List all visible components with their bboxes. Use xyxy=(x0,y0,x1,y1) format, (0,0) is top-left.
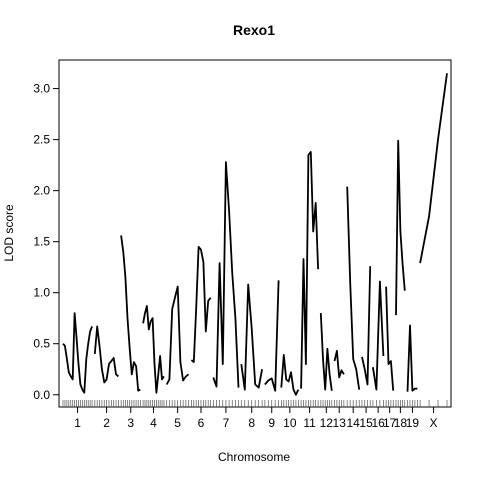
lod-curve-chr-8 xyxy=(240,283,263,391)
y-tick-label: 1.0 xyxy=(33,286,50,300)
x-tick-label: 16 xyxy=(371,416,385,430)
x-tick-label: 6 xyxy=(198,416,205,430)
marker-rug xyxy=(62,400,448,407)
lod-curve-chr-X xyxy=(419,73,448,264)
x-tick-label: 10 xyxy=(283,416,297,430)
lod-curve-chr-4 xyxy=(142,305,165,394)
x-tick-label: 5 xyxy=(174,416,181,430)
lod-curve-chr-2 xyxy=(93,325,119,384)
chart-title: Rexo1 xyxy=(233,22,275,38)
x-axis-label: Chromosome xyxy=(218,450,290,464)
lod-curve-chr-6 xyxy=(190,245,212,364)
x-tick-label: X xyxy=(430,416,438,430)
y-tick-label: 0.0 xyxy=(33,388,50,402)
lod-curve-chr-18 xyxy=(395,139,406,316)
lod-curve-chr-5 xyxy=(165,285,190,385)
x-tick-label: 1 xyxy=(74,416,81,430)
y-axis: 0.0 0.5 1.0 1.5 2.0 2.5 3.0 xyxy=(33,82,59,402)
x-tick-label: 19 xyxy=(406,416,420,430)
x-tick-label: 12 xyxy=(320,416,334,430)
lod-curve-chr-17 xyxy=(385,286,395,391)
lod-curve-chr-7 xyxy=(212,161,240,388)
lod-series xyxy=(62,73,448,396)
x-tick-label: 17 xyxy=(383,416,397,430)
x-tick-label: 13 xyxy=(333,416,347,430)
lod-curve-chr-16 xyxy=(372,280,385,391)
lod-curve-chr-3 xyxy=(120,235,141,392)
x-tick-label: 2 xyxy=(103,416,110,430)
lod-curve-chr-15 xyxy=(361,266,372,386)
x-tick-label: 11 xyxy=(303,416,316,430)
x-tick-label: 9 xyxy=(268,416,275,430)
lod-curve-chr-9 xyxy=(264,280,280,392)
plot-frame xyxy=(58,59,452,408)
x-tick-label: 4 xyxy=(150,416,157,430)
lod-curve-chr-13 xyxy=(333,349,345,379)
y-tick-label: 1.5 xyxy=(33,235,50,249)
x-tick-label: 18 xyxy=(394,416,408,430)
y-tick-label: 2.0 xyxy=(33,184,50,198)
y-tick-label: 2.5 xyxy=(33,133,50,147)
lod-curve-chr-14 xyxy=(346,186,361,390)
lod-curve-chr-12 xyxy=(319,313,333,391)
lod-curve-chr-11 xyxy=(300,150,319,389)
x-tick-label: 14 xyxy=(347,416,361,430)
lod-curve-chr-19 xyxy=(406,324,418,392)
x-tick-label: 15 xyxy=(359,416,373,430)
x-tick-label: 7 xyxy=(223,416,230,430)
x-tick-label: 3 xyxy=(127,416,134,430)
lod-curve-chr-1 xyxy=(62,312,93,394)
y-tick-label: 0.5 xyxy=(33,337,50,351)
lod-curve-chr-10 xyxy=(280,353,300,396)
x-tick-label: 8 xyxy=(248,416,255,430)
y-axis-label: LOD score xyxy=(2,204,16,262)
y-tick-label: 3.0 xyxy=(33,82,50,96)
